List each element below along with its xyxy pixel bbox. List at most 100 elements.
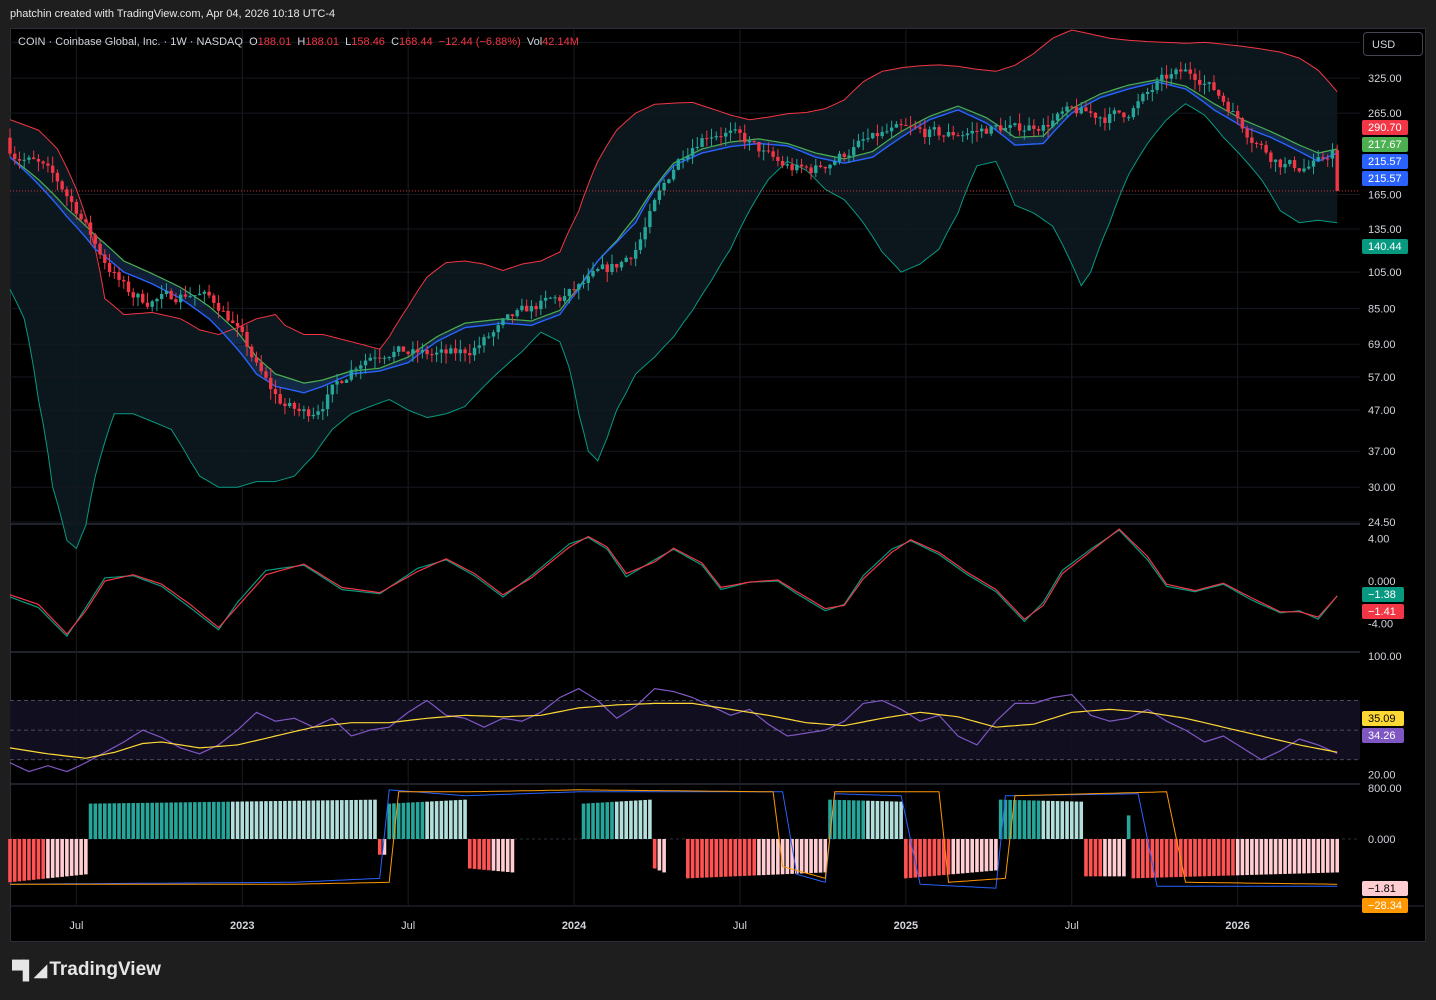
candle-body — [1103, 117, 1107, 123]
candle-body — [1297, 168, 1301, 172]
candle-body — [1041, 124, 1046, 131]
candle-body — [387, 357, 391, 359]
candle-body — [899, 124, 903, 126]
candle-body — [278, 393, 282, 404]
candle-body — [686, 155, 690, 159]
change-value: −12.44 (−6.88%) — [438, 36, 521, 48]
histogram-value-tag: −1.81 — [1368, 883, 1396, 895]
macd-value-tag-box — [1362, 587, 1404, 602]
candle-body — [463, 349, 467, 354]
histogram-bar — [79, 839, 83, 875]
histogram-bar — [918, 839, 922, 878]
histogram-bar — [1027, 800, 1031, 839]
histogram-bar — [714, 839, 719, 878]
candle-body — [112, 271, 116, 273]
rsi-axis-label: 20.00 — [1368, 770, 1396, 782]
histogram-bar — [273, 801, 278, 839]
candle-body — [1136, 101, 1140, 109]
candle-body — [1017, 123, 1022, 131]
candle-body — [1254, 142, 1259, 144]
candle-body — [155, 298, 159, 302]
candle-body — [785, 164, 790, 166]
candle-body — [1335, 150, 1339, 191]
high-label: H — [297, 36, 306, 48]
histogram-bar — [1292, 839, 1297, 874]
candle-body — [1131, 108, 1136, 118]
histogram-bar — [458, 799, 463, 839]
candle-body — [1060, 111, 1064, 114]
histogram-bar — [1112, 839, 1117, 877]
candle-body — [1250, 137, 1254, 143]
histogram-bar — [851, 800, 856, 839]
histogram-bar — [46, 839, 50, 879]
histogram-bar — [700, 839, 704, 878]
histogram-bar — [1273, 839, 1278, 875]
candle-body — [183, 294, 188, 297]
candle-body — [235, 323, 240, 327]
candle-body — [1003, 127, 1008, 131]
candle-body — [923, 128, 927, 138]
histogram-bar — [1088, 839, 1093, 877]
tradingview-logo-text: TradingView — [49, 959, 161, 980]
macd-value-tag: −1.38 — [1368, 589, 1396, 601]
time-axis-label: 2023 — [230, 920, 254, 932]
candle-body — [743, 132, 747, 143]
price-axis-label: 57.00 — [1368, 372, 1396, 384]
candle-body — [335, 381, 339, 385]
histogram-bar — [709, 839, 714, 878]
candle-body — [837, 153, 842, 162]
candle-body — [994, 125, 998, 127]
histogram-bar — [259, 801, 264, 839]
candle-body — [619, 261, 624, 268]
candle-body — [515, 310, 519, 317]
candle-body — [84, 219, 88, 223]
high-value: 188.01 — [305, 36, 340, 48]
histogram-bar — [1330, 839, 1335, 873]
histogram-bar — [1325, 839, 1330, 873]
histogram-bar — [1235, 839, 1240, 876]
candle-body — [927, 129, 932, 138]
histogram-bar — [885, 801, 889, 839]
histogram-bar — [112, 803, 117, 839]
time-axis-label: Jul — [69, 920, 83, 932]
candle-body — [667, 179, 671, 183]
candle-body — [145, 302, 150, 307]
histogram-bar — [1183, 839, 1188, 877]
histogram-bar — [316, 800, 320, 839]
histogram-bar — [278, 800, 282, 839]
candle-body — [709, 137, 714, 139]
histogram-axis-label: 0.000 — [1368, 834, 1396, 846]
candle-body — [1155, 81, 1159, 90]
candle-body — [747, 140, 752, 143]
rsi-value-tag: 34.26 — [1368, 730, 1396, 742]
histogram-bar — [510, 839, 515, 873]
histogram-bar — [923, 839, 927, 877]
histogram-bar — [818, 839, 823, 873]
histogram-bar — [145, 802, 150, 839]
currency-button[interactable]: USD — [1363, 32, 1423, 56]
histogram-bar — [117, 803, 121, 839]
histogram-bar — [908, 839, 913, 878]
time-axis-label: 2025 — [894, 920, 918, 932]
candle-body — [880, 132, 884, 137]
candle-body — [946, 131, 951, 137]
rsi-line-0 — [9, 687, 1338, 773]
histogram-bar — [1145, 839, 1150, 878]
histogram-bar — [150, 802, 154, 839]
candle-body — [553, 297, 557, 299]
low-value: 158.46 — [351, 36, 385, 48]
candle-body — [534, 306, 538, 310]
histogram-bar — [875, 800, 880, 839]
histogram-bar — [467, 839, 472, 869]
candle-body — [823, 166, 827, 169]
candle-body — [662, 182, 666, 191]
histogram-bar — [619, 801, 624, 839]
price-axis-label: 265.00 — [1368, 108, 1402, 120]
candle-body — [615, 264, 619, 268]
symbol-name: COIN · Coinbase Global, Inc. · 1W · NASD… — [18, 36, 243, 48]
candle-body — [1321, 157, 1325, 159]
histogram-bar — [927, 839, 932, 877]
candle-body — [273, 389, 278, 394]
price-axis-label: 105.00 — [1368, 267, 1402, 279]
